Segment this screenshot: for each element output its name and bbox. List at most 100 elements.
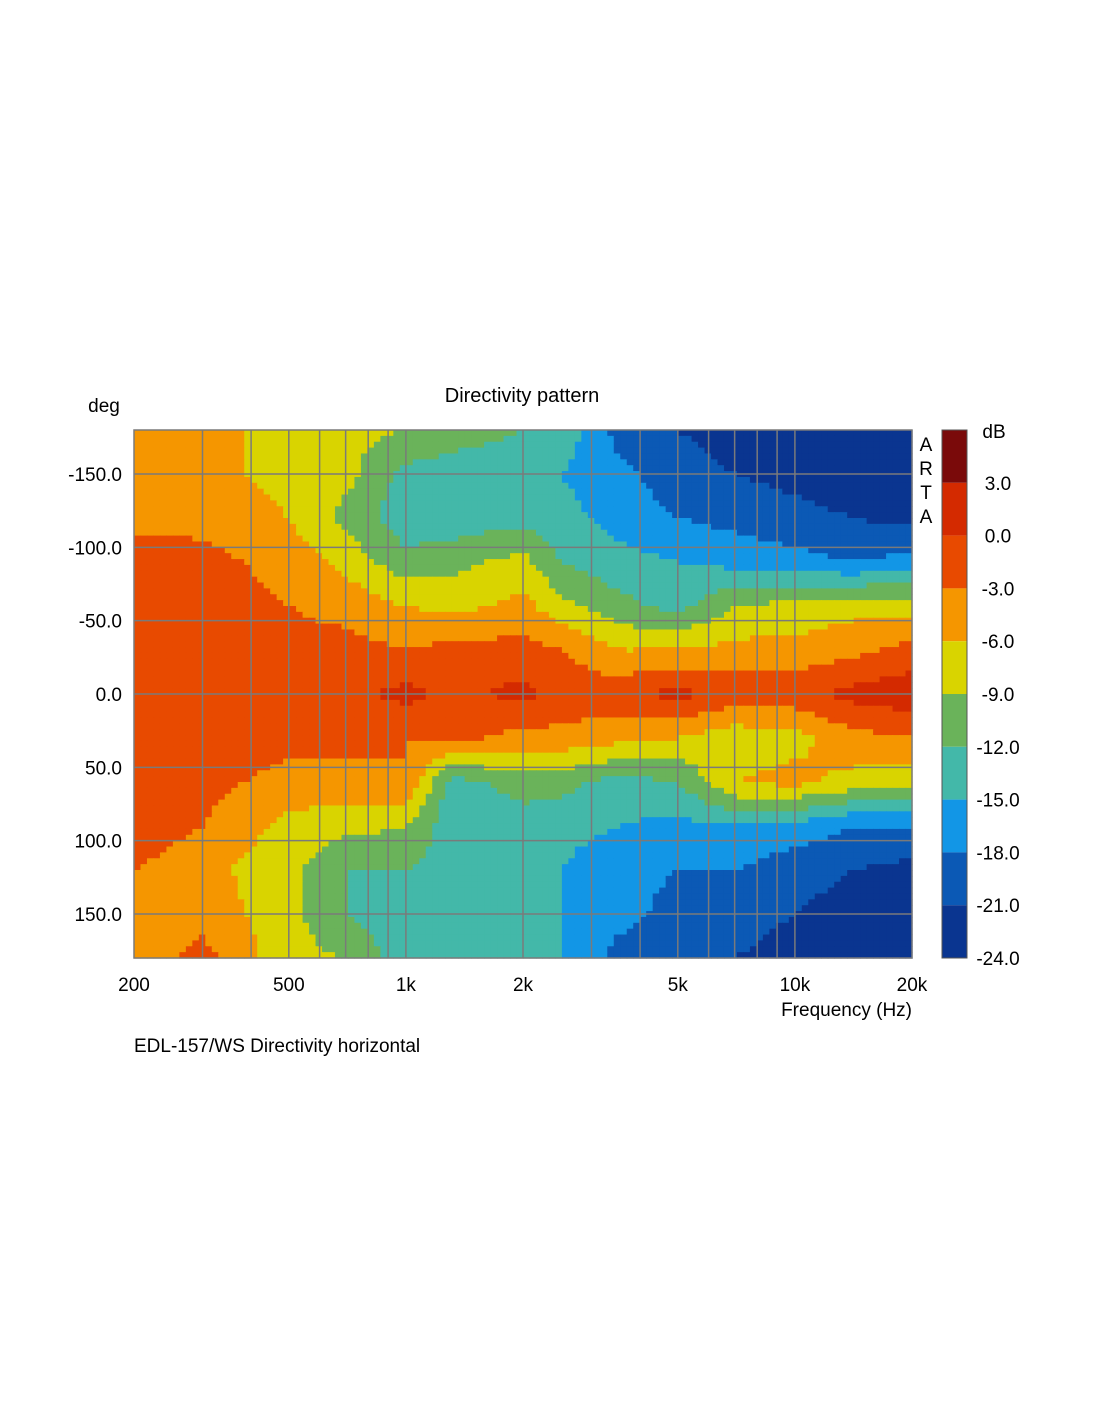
heatmap-cell — [866, 588, 874, 595]
heatmap-cell — [672, 506, 680, 513]
heatmap-cell — [659, 535, 667, 543]
heatmap-cell — [853, 576, 861, 584]
heatmap-cell — [581, 482, 589, 490]
heatmap-cell — [451, 559, 459, 566]
heatmap-cell — [749, 441, 757, 449]
heatmap-cell — [523, 430, 531, 437]
heatmap-cell — [179, 582, 187, 589]
heatmap-cell — [497, 582, 505, 589]
heatmap-cell — [425, 518, 433, 525]
heatmap-cell — [464, 559, 472, 566]
heatmap-cell — [237, 447, 245, 455]
heatmap-cell — [808, 453, 816, 460]
heatmap-cell — [723, 641, 732, 648]
heatmap-cell — [866, 523, 874, 531]
heatmap-cell — [296, 430, 304, 437]
heatmap-cell — [633, 635, 641, 642]
heatmap-cell — [613, 506, 621, 513]
heatmap-cell — [360, 441, 368, 449]
heatmap-cell — [296, 641, 304, 648]
heatmap-cell — [853, 494, 861, 501]
heatmap-cell — [360, 476, 368, 484]
heatmap-cell — [542, 482, 550, 490]
heatmap-cell — [425, 553, 433, 560]
heatmap-cell — [626, 652, 634, 660]
heatmap-cell — [224, 670, 232, 677]
heatmap-cell — [581, 535, 589, 543]
heatmap-cell — [646, 494, 654, 501]
heatmap-cell — [490, 441, 498, 449]
heatmap-cell — [263, 430, 271, 437]
heatmap-cell — [399, 494, 407, 501]
heatmap-cell — [438, 430, 446, 437]
heatmap-cell — [211, 494, 219, 501]
heatmap-cell — [808, 476, 816, 484]
heatmap-cell — [633, 658, 641, 666]
heatmap-cell — [393, 629, 401, 636]
heatmap-cell — [399, 447, 407, 455]
heatmap-cell — [639, 541, 647, 548]
heatmap-cell — [257, 547, 265, 554]
heatmap-cell — [451, 553, 459, 560]
heatmap-cell — [432, 465, 440, 472]
heatmap-cell — [510, 535, 518, 543]
heatmap-cell — [360, 582, 368, 589]
heatmap-cell — [393, 623, 401, 631]
heatmap-cell — [743, 658, 751, 666]
heatmap-cell — [458, 494, 466, 501]
heatmap-cell — [827, 482, 835, 490]
heatmap-cell — [471, 606, 479, 613]
heatmap-cell — [516, 576, 524, 584]
heatmap-cell — [237, 629, 245, 636]
heatmap-cell — [594, 559, 602, 566]
heatmap-cell — [886, 512, 894, 519]
heatmap-cell — [218, 441, 226, 449]
heatmap-cell — [873, 512, 881, 519]
heatmap-cell — [231, 465, 239, 472]
heatmap-cell — [360, 652, 368, 660]
heatmap-cell — [322, 488, 330, 496]
heatmap-cell — [847, 635, 855, 642]
heatmap-cell — [736, 664, 745, 672]
heatmap-cell — [788, 652, 796, 660]
heatmap-cell — [665, 611, 673, 619]
heatmap-cell — [717, 594, 725, 601]
heatmap-cell — [665, 453, 673, 460]
heatmap-cell — [412, 600, 420, 607]
heatmap-cell — [322, 453, 330, 460]
heatmap-cell — [451, 441, 459, 449]
heatmap-cell — [296, 547, 304, 554]
heatmap-cell — [484, 652, 492, 660]
heatmap-cell — [814, 588, 822, 595]
heatmap-cell — [296, 435, 304, 443]
heatmap-cell — [555, 441, 563, 449]
heatmap-cell — [873, 611, 881, 619]
heatmap-cell — [529, 664, 537, 672]
heatmap-cell — [354, 600, 362, 607]
heatmap-cell — [561, 582, 569, 589]
heatmap-cell — [192, 635, 200, 642]
heatmap-cell — [445, 465, 453, 472]
heatmap-cell — [263, 594, 271, 601]
heatmap-cell — [354, 459, 362, 466]
heatmap-cell — [406, 523, 414, 531]
heatmap-cell — [159, 576, 168, 584]
heatmap-cell — [406, 629, 414, 636]
heatmap-cell — [788, 606, 796, 613]
heatmap-cell — [542, 635, 550, 642]
heatmap-cell — [646, 588, 654, 595]
heatmap-cell — [354, 641, 362, 648]
heatmap-cell — [179, 459, 187, 466]
heatmap-cell — [698, 576, 706, 584]
heatmap-cell — [548, 606, 557, 613]
heatmap-cell — [821, 518, 829, 525]
heatmap-cell — [717, 459, 725, 466]
heatmap-cell — [717, 600, 725, 607]
heatmap-cell — [808, 547, 816, 554]
heatmap-cell — [814, 576, 822, 584]
heatmap-cell — [568, 611, 576, 619]
heatmap-cell — [574, 658, 582, 666]
heatmap-cell — [451, 652, 459, 660]
heatmap-cell — [905, 459, 913, 466]
heatmap-cell — [231, 570, 239, 578]
